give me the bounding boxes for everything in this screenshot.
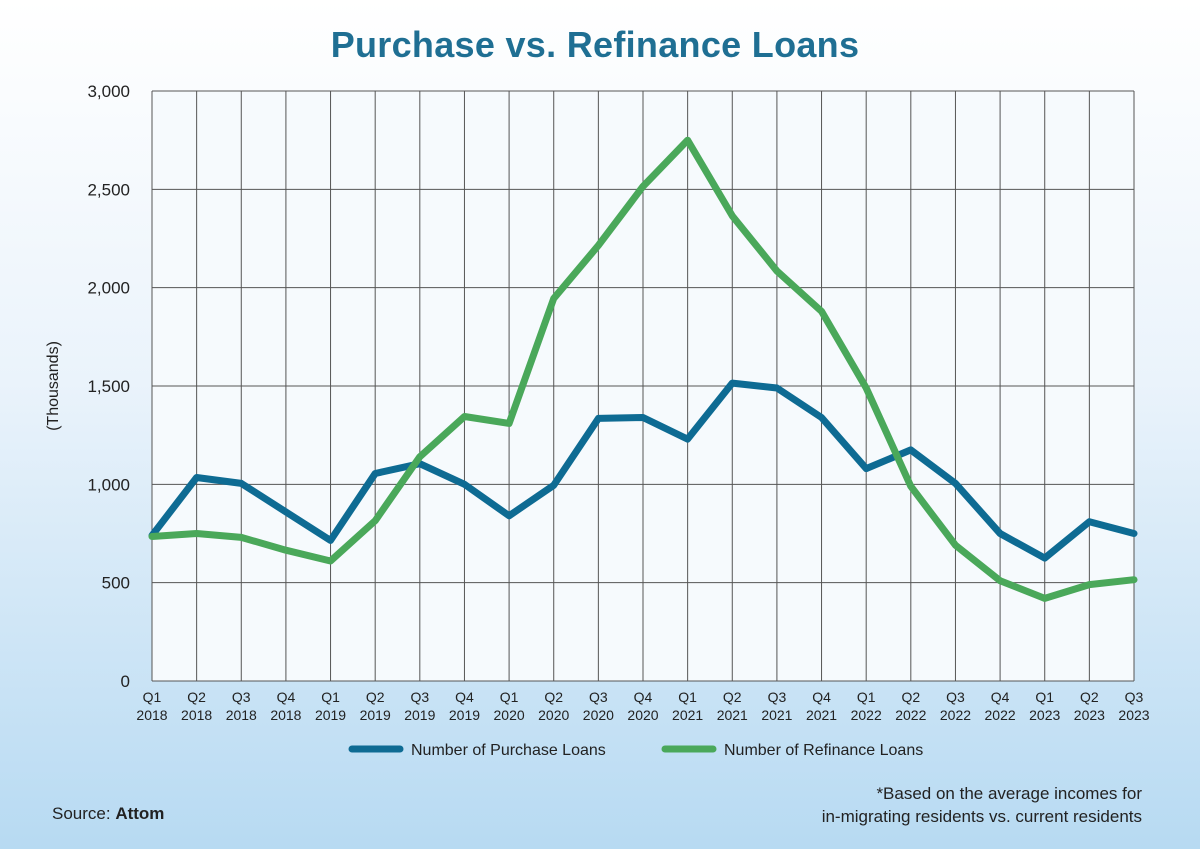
x-tick-label-year: 2022 (851, 707, 882, 723)
chart-title: Purchase vs. Refinance Loans (330, 24, 860, 65)
x-tick-label-quarter: Q1 (1035, 689, 1054, 705)
y-tick-label: 2,000 (87, 279, 130, 298)
x-tick-label-quarter: Q2 (366, 689, 385, 705)
x-tick-label-quarter: Q4 (634, 689, 653, 705)
y-tick-label: 1,000 (87, 475, 130, 494)
x-tick-label-quarter: Q3 (768, 689, 787, 705)
y-tick-label: 500 (102, 574, 130, 593)
x-tick-label-year: 2018 (270, 707, 301, 723)
x-tick-label-year: 2022 (985, 707, 1016, 723)
series-line-purchase (148, 379, 1138, 562)
x-tick-label-quarter: Q3 (410, 689, 429, 705)
y-tick-label: 2,500 (87, 180, 130, 199)
source-name: Attom (115, 804, 165, 823)
legend-label-purchase: Number of Purchase Loans (411, 742, 606, 759)
x-tick-label-quarter: Q1 (678, 689, 697, 705)
series-line-refinance (148, 136, 1138, 602)
x-tick-label-year: 2019 (315, 707, 346, 723)
x-tick-label-quarter: Q1 (857, 689, 876, 705)
source-note: Source: Attom (52, 804, 164, 824)
x-tick-label-year: 2023 (1118, 707, 1149, 723)
x-tick-label-year: 2018 (181, 707, 212, 723)
x-tick-label-quarter: Q2 (544, 689, 563, 705)
x-tick-label-quarter: Q3 (946, 689, 965, 705)
x-tick-label-quarter: Q3 (589, 689, 608, 705)
x-tick-label-year: 2021 (672, 707, 703, 723)
x-tick-label-year: 2023 (1029, 707, 1060, 723)
y-tick-label: 3,000 (87, 82, 130, 101)
x-tick-label-quarter: Q4 (991, 689, 1010, 705)
x-tick-label-quarter: Q2 (187, 689, 206, 705)
x-tick-label-year: 2018 (136, 707, 167, 723)
x-tick-label-quarter: Q2 (901, 689, 920, 705)
x-tick-label-year: 2022 (895, 707, 926, 723)
footnote-line-1: *Based on the average incomes for (876, 784, 1142, 803)
x-tick-label-year: 2021 (717, 707, 748, 723)
legend: Number of Purchase Loans Number of Refin… (348, 742, 923, 759)
x-tick-label-quarter: Q1 (143, 689, 162, 705)
x-tick-label-year: 2019 (404, 707, 435, 723)
x-tick-label-quarter: Q4 (812, 689, 831, 705)
x-tick-label-year: 2023 (1074, 707, 1105, 723)
y-tick-label: 1,500 (87, 377, 130, 396)
x-tick-label-year: 2019 (449, 707, 480, 723)
x-tick-label-quarter: Q4 (455, 689, 474, 705)
x-tick-label-quarter: Q4 (277, 689, 296, 705)
x-tick-label-quarter: Q3 (1125, 689, 1144, 705)
x-tick-label-year: 2019 (360, 707, 391, 723)
x-tick-label-year: 2020 (583, 707, 614, 723)
x-tick-label-year: 2020 (494, 707, 525, 723)
x-tick-label-quarter: Q1 (321, 689, 340, 705)
footnote-line-2: in-migrating residents vs. current resid… (821, 807, 1142, 826)
y-axis: 0 500 1,000 1,500 2,000 2,500 3,000 (87, 82, 130, 691)
y-axis-label: (Thousands) (45, 341, 62, 431)
x-tick-label-quarter: Q1 (500, 689, 519, 705)
x-tick-label-year: 2020 (538, 707, 569, 723)
x-tick-label-year: 2020 (627, 707, 658, 723)
footnote: *Based on the average incomes for in-mig… (642, 782, 1142, 828)
x-axis: Q1 2018 Q2 2018 Q3 2018 Q4 2018 Q1 2019 Q2 2019 Q3 20… (136, 689, 1149, 723)
x-tick-label-quarter: Q3 (232, 689, 251, 705)
x-tick-label-quarter: Q2 (723, 689, 742, 705)
source-prefix: Source: (52, 804, 111, 823)
x-tick-label-quarter: Q2 (1080, 689, 1099, 705)
x-tick-label-year: 2022 (940, 707, 971, 723)
series-lines (148, 136, 1138, 602)
y-tick-label: 0 (121, 672, 130, 691)
x-tick-label-year: 2018 (226, 707, 257, 723)
x-tick-label-year: 2021 (806, 707, 837, 723)
legend-label-refinance: Number of Refinance Loans (724, 742, 923, 759)
x-tick-label-year: 2021 (761, 707, 792, 723)
